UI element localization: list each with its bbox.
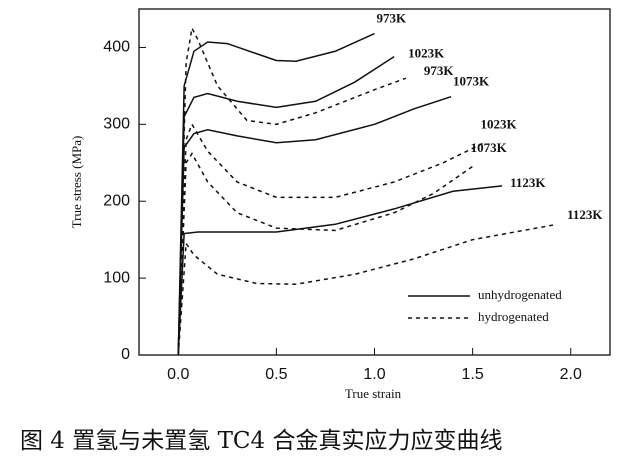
y-tick-label: 400 [103,39,130,56]
curve-label: 1023K [408,46,445,61]
series-line [177,56,395,356]
series-line [177,25,407,356]
series-line [177,122,483,356]
series-line [177,95,452,356]
legend-label: hydrogenated [478,309,549,324]
series-line [177,224,554,356]
curve-label: 1073K [453,74,490,89]
x-tick-label: 1.0 [363,366,385,383]
curve-label: 1123K [567,207,603,222]
curve-label: 973K [377,11,408,26]
series-line [177,32,375,356]
caption: 图 4 置氢与未置氢 TC4 合金真实应力应变曲线 [20,428,502,454]
x-axis-label: True strain [345,386,402,401]
y-axis-label: True stress (MPa) [69,136,84,229]
x-tick-label: 1.5 [462,366,484,383]
curve-label: 973K [424,63,455,78]
curve-label: 1023K [480,117,517,132]
x-tick-label: 2.0 [560,366,582,383]
x-tick-label: 0.5 [265,366,287,383]
y-tick-label: 200 [103,192,130,209]
series-line [177,152,476,356]
series-line [177,185,503,356]
curve-label: 1073K [471,140,508,155]
legend-label: unhydrogenated [478,287,562,302]
y-tick-label: 0 [121,346,130,363]
curve-label: 1123K [510,175,546,190]
x-tick-label: 0.0 [167,366,189,383]
y-tick-label: 300 [103,116,130,133]
y-tick-label: 100 [103,269,130,286]
